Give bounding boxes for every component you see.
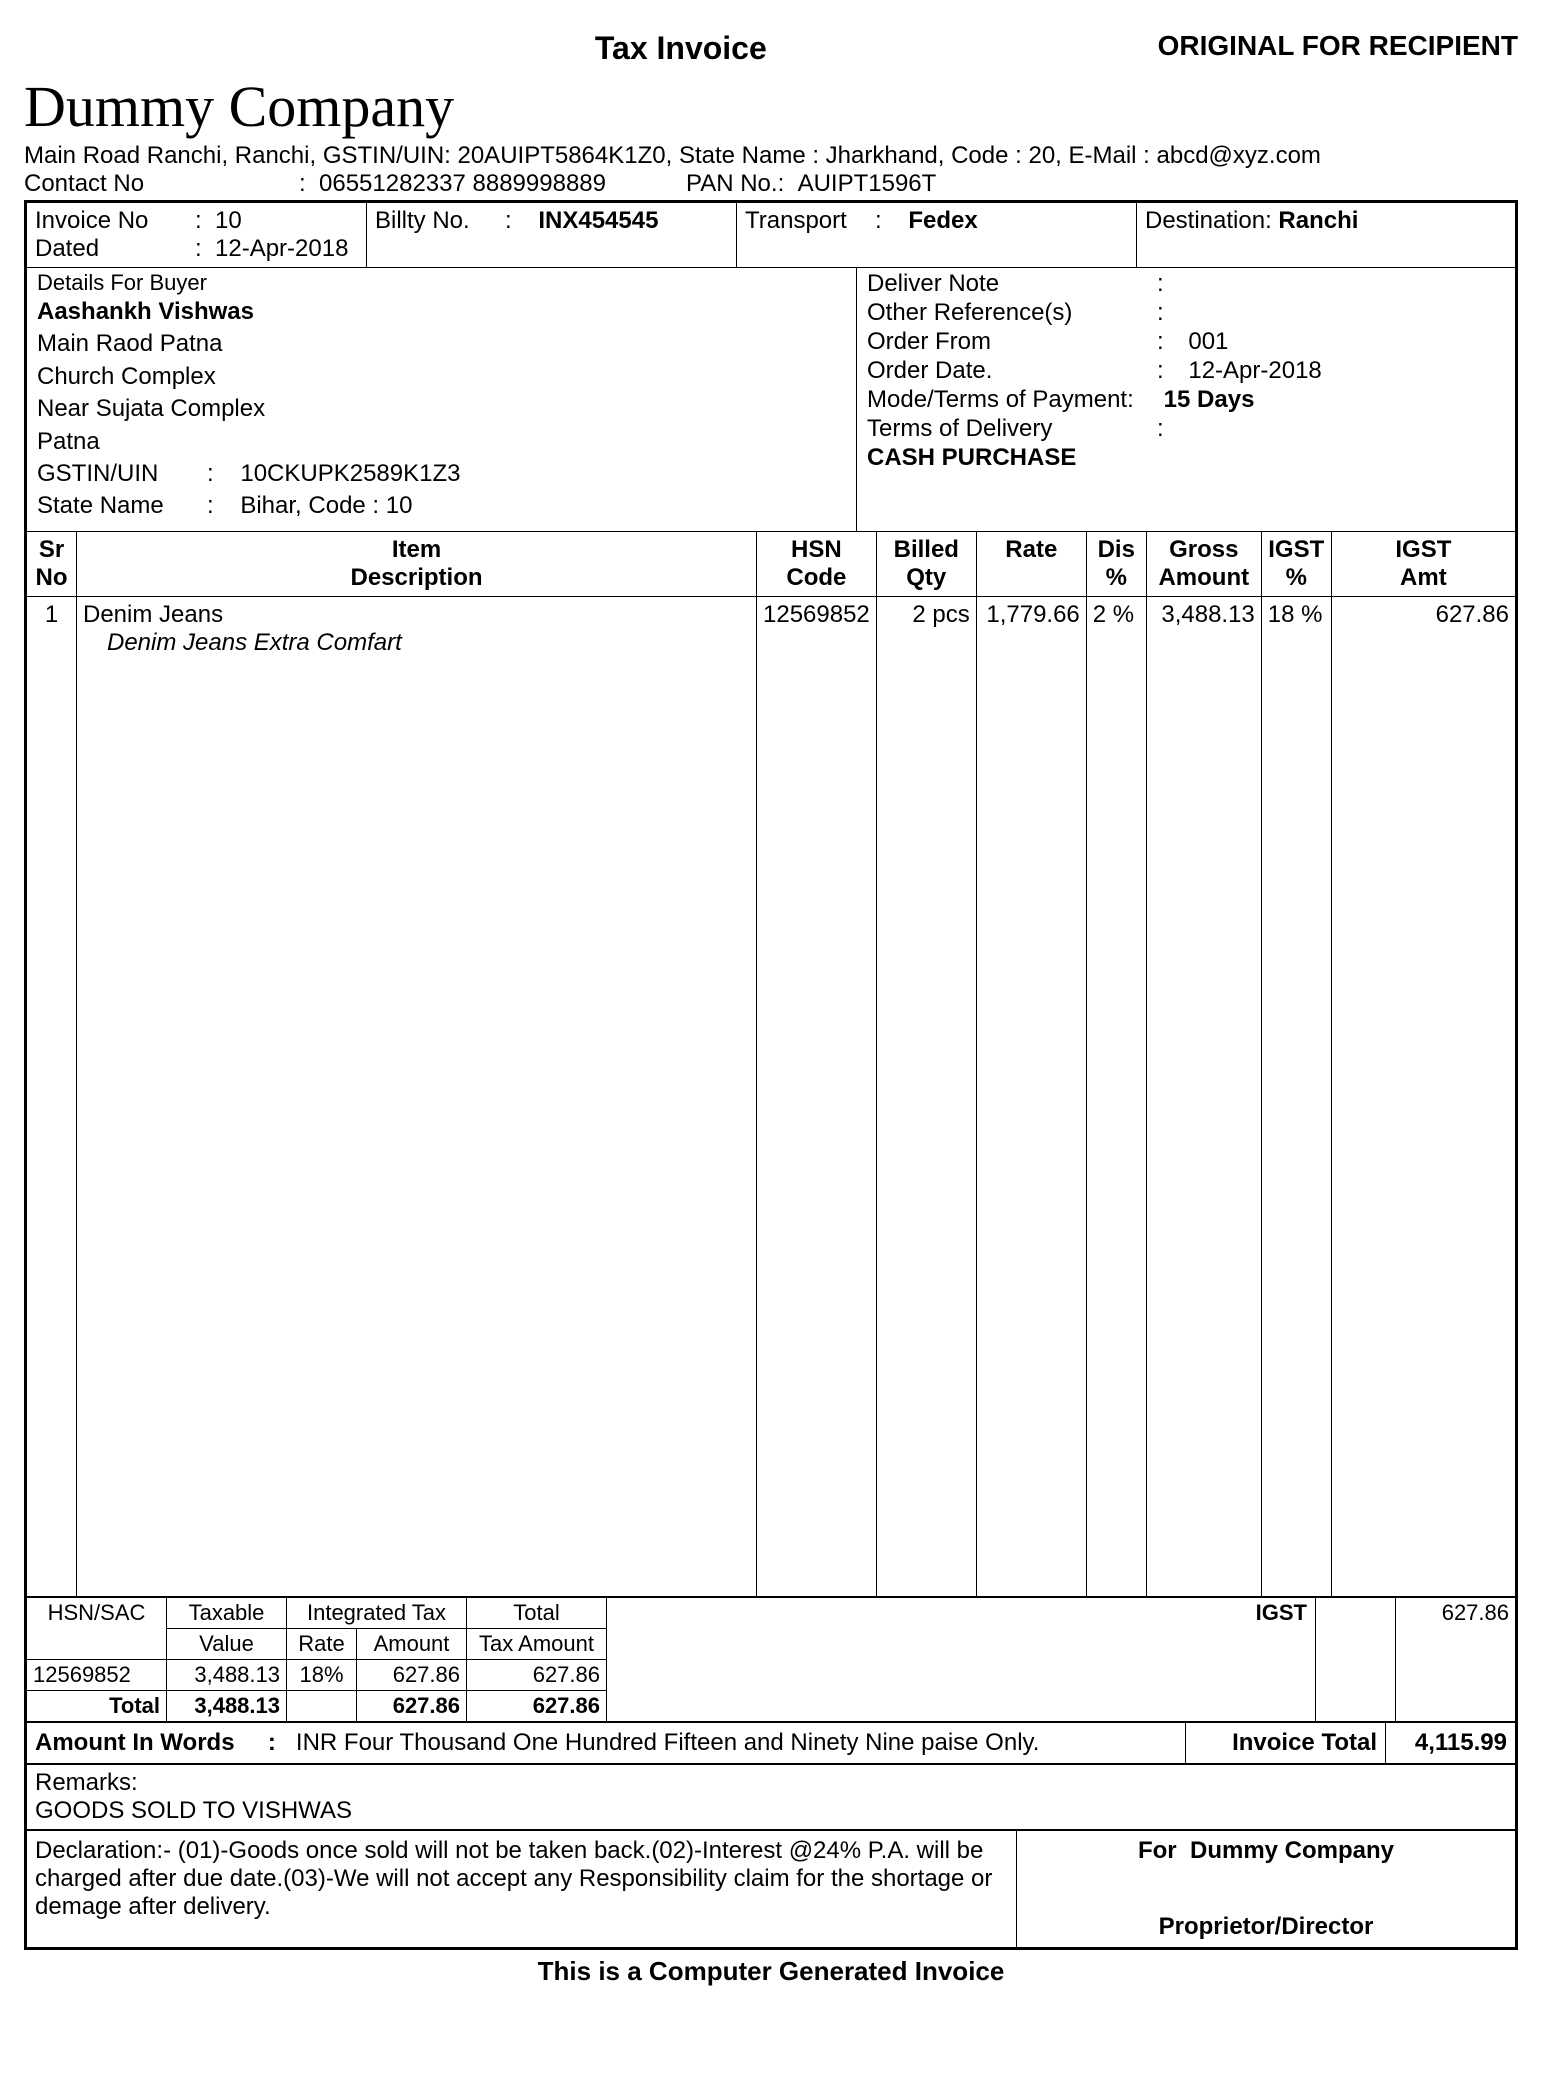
item-igst-pct: 18 %	[1261, 596, 1331, 1596]
footer-note: This is a Computer Generated Invoice	[24, 1956, 1518, 1987]
cash-purchase: CASH PURCHASE	[867, 444, 1505, 472]
buyer-name: Aashankh Vishwas	[37, 296, 846, 328]
item-dis: 2 %	[1086, 596, 1146, 1596]
summary-total-tax: 627.86	[467, 1659, 607, 1690]
contact-value: 06551282337 8889998889	[319, 170, 606, 198]
item-name: Denim Jeans	[83, 601, 750, 629]
payment-label: Mode/Terms of Payment:	[867, 386, 1157, 414]
meta-table: Invoice No:10 Dated:12-Apr-2018 Billty N…	[26, 202, 1516, 268]
billty-label: Billty No.	[375, 207, 505, 235]
item-gross: 3,488.13	[1146, 596, 1261, 1596]
buyer-gstin: 10CKUPK2589K1Z3	[240, 458, 460, 490]
summary-total-label: Total	[27, 1690, 167, 1721]
buyer-line: Main Raod Patna	[37, 328, 846, 360]
amount-words-row: Amount In Words : INR Four Thousand One …	[26, 1722, 1516, 1764]
summary-taxable: 3,488.13	[167, 1659, 287, 1690]
for-label: For	[1138, 1837, 1177, 1864]
transport-label: Transport	[745, 207, 875, 235]
order-date: 12-Apr-2018	[1188, 357, 1321, 385]
transport: Fedex	[908, 207, 977, 235]
summary-total-taxable: 3,488.13	[167, 1690, 287, 1721]
invoice-no-label: Invoice No	[35, 207, 195, 235]
item-hsn: 12569852	[757, 596, 877, 1596]
remarks-row: Remarks: GOODS SOLD TO VISHWAS	[26, 1764, 1516, 1830]
contact-label: Contact No	[24, 170, 299, 198]
pan-label: PAN No.:	[686, 170, 784, 198]
deliver-note-label: Deliver Note	[867, 270, 1157, 298]
dated: 12-Apr-2018	[215, 235, 348, 263]
buyer-table: Details For Buyer Aashankh Vishwas Main …	[26, 268, 1516, 531]
buyer-header: Details For Buyer	[37, 270, 846, 296]
delivery-label: Terms of Delivery	[867, 415, 1157, 443]
igst-label: IGST	[1256, 1600, 1307, 1625]
destination-label: Destination:	[1145, 207, 1272, 235]
items-table: SrNo ItemDescription HSNCode BilledQty R…	[26, 531, 1516, 1597]
for-company: Dummy Company	[1190, 1837, 1394, 1864]
company-name: Dummy Company	[24, 73, 1518, 140]
company-address: Main Road Ranchi, Ranchi, GSTIN/UIN: 20A…	[24, 142, 1518, 170]
amount-words: INR Four Thousand One Hundred Fifteen an…	[296, 1729, 1040, 1756]
buyer-line: Near Sujata Complex	[37, 393, 846, 425]
billty-no: INX454545	[538, 207, 658, 235]
buyer-state-label: State Name	[37, 490, 207, 522]
buyer-line: Patna	[37, 426, 846, 458]
summary-amount: 627.86	[357, 1659, 467, 1690]
invoice-no: 10	[215, 207, 242, 235]
item-qty: 2 pcs	[876, 596, 976, 1596]
signatory: Proprietor/Director	[1025, 1913, 1507, 1941]
declaration-text: Declaration:- (01)-Goods once sold will …	[27, 1830, 1017, 1947]
item-row: 1 Denim Jeans Denim Jeans Extra Comfart …	[27, 596, 1516, 1596]
buyer-line: Church Complex	[37, 361, 846, 393]
remarks-label: Remarks:	[35, 1769, 1507, 1797]
item-rate: 1,779.66	[976, 596, 1086, 1596]
tax-summary-table: HSN/SAC Taxable Integrated Tax Total IGS…	[26, 1597, 1516, 1722]
declaration-row: Declaration:- (01)-Goods once sold will …	[26, 1830, 1516, 1948]
buyer-gstin-label: GSTIN/UIN	[37, 458, 207, 490]
igst-total: 627.86	[1396, 1597, 1516, 1721]
pan-value: AUIPT1596T	[798, 170, 937, 198]
destination: Ranchi	[1278, 207, 1358, 235]
item-sr: 1	[27, 596, 77, 1596]
original-badge: ORIGINAL FOR RECIPIENT	[1158, 30, 1518, 62]
amount-words-label: Amount In Words	[35, 1729, 235, 1756]
remarks-text: GOODS SOLD TO VISHWAS	[35, 1797, 1507, 1825]
summary-total-taxamt: 627.86	[467, 1690, 607, 1721]
order-date-label: Order Date.	[867, 357, 1157, 385]
summary-hsn: 12569852	[27, 1659, 167, 1690]
summary-rate: 18%	[287, 1659, 357, 1690]
order-from: 001	[1188, 328, 1228, 356]
item-igst-amt: 627.86	[1331, 596, 1515, 1596]
dated-label: Dated	[35, 235, 195, 263]
buyer-state: Bihar, Code : 10	[240, 490, 412, 522]
item-subdesc: Denim Jeans Extra Comfart	[83, 629, 750, 657]
summary-total-amount: 627.86	[357, 1690, 467, 1721]
other-ref-label: Other Reference(s)	[867, 299, 1157, 327]
invoice-total-label: Invoice Total	[1186, 1722, 1386, 1763]
payment-terms: 15 Days	[1164, 386, 1255, 414]
invoice-total: 4,115.99	[1386, 1722, 1516, 1763]
order-from-label: Order From	[867, 328, 1157, 356]
invoice-title: Tax Invoice	[204, 30, 1158, 67]
